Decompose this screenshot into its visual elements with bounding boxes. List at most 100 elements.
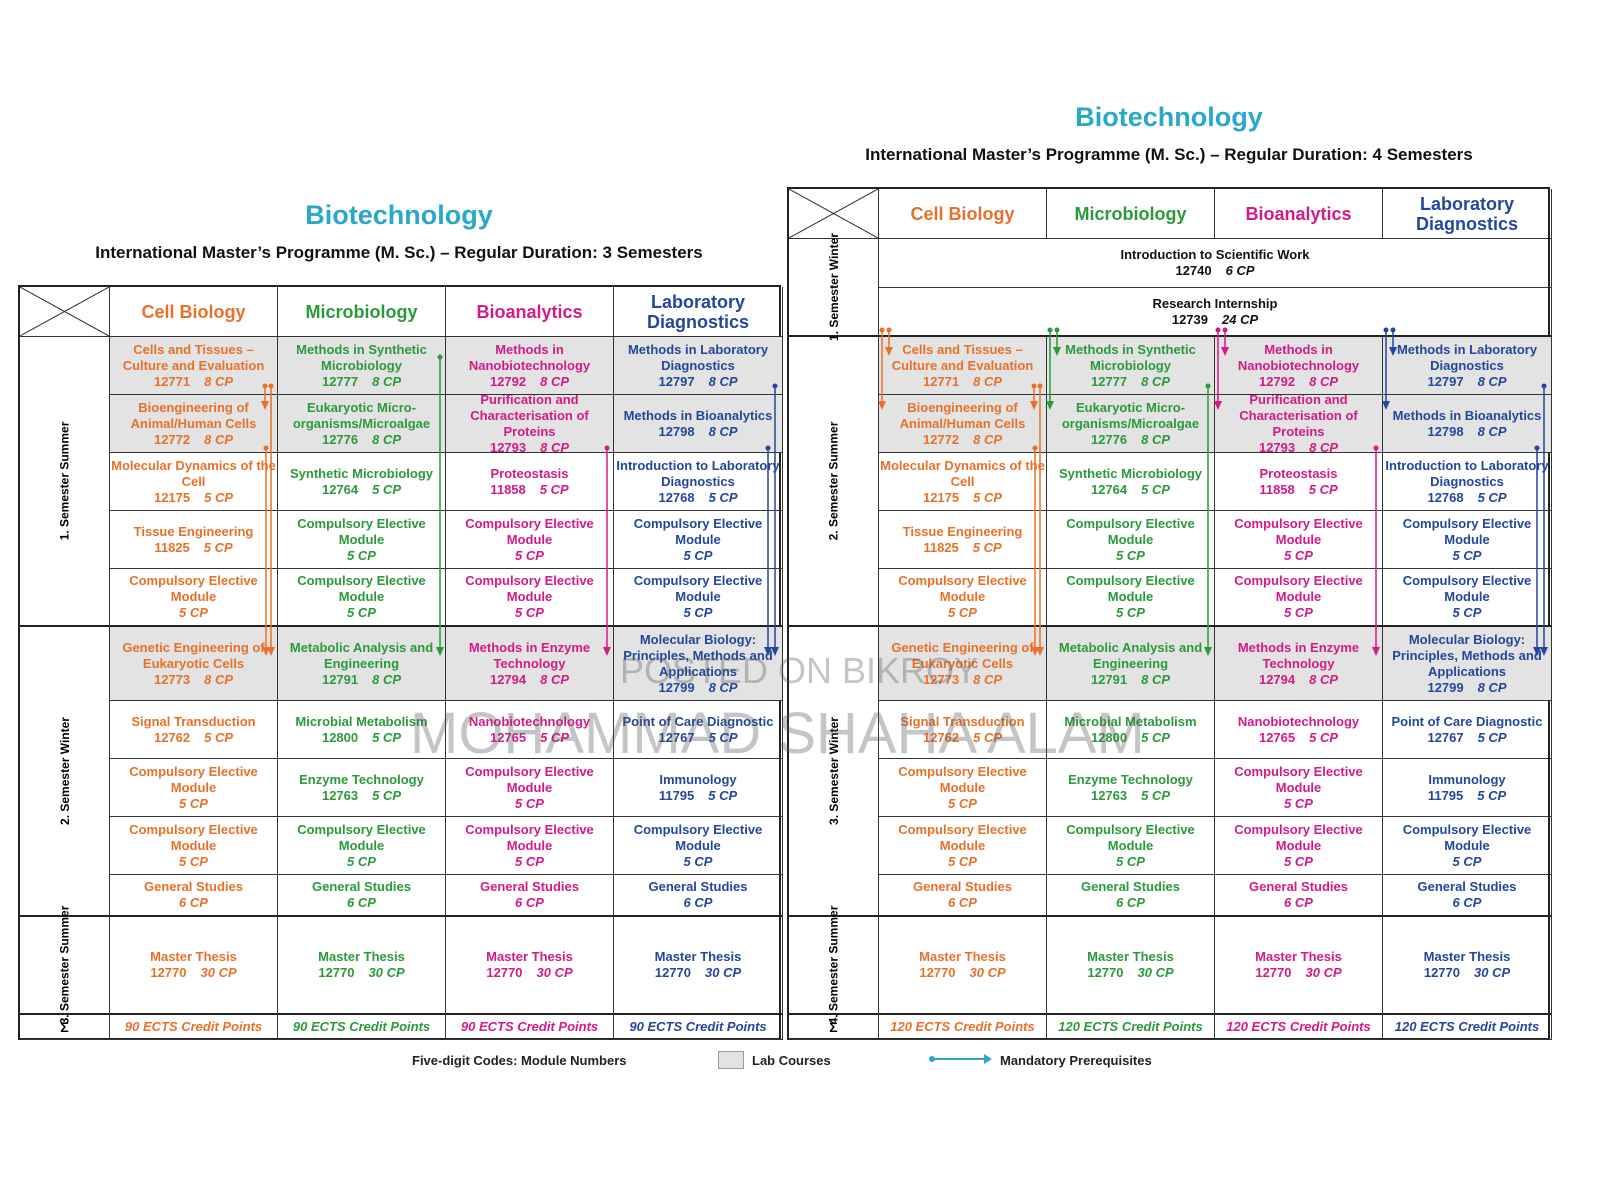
total-credits-microbiology: 90 ECTS Credit Points xyxy=(278,1015,446,1040)
module-cell-bioanalytics: Purification and Characterisation of Pro… xyxy=(446,395,614,453)
module-credits: 8 CP xyxy=(708,423,738,439)
module-code: 12773 xyxy=(153,671,191,687)
module-credits: 8 CP xyxy=(1309,671,1339,687)
module-code-line: 6 CP xyxy=(515,895,544,911)
module-name: Methods in Laboratory Diagnostics xyxy=(627,341,769,373)
module-name: Compulsory Elective Module xyxy=(1402,573,1532,604)
module-code-line: 6 CP xyxy=(347,895,376,911)
column-header-laboratory-diagnostics: Laboratory Diagnostics xyxy=(1383,189,1552,239)
module-code: 11825 xyxy=(923,539,959,555)
module-cell-microbiology: Methods in Synthetic Microbiology 12777 8 … xyxy=(278,337,446,395)
module-code-line: 11825 5 CP xyxy=(923,540,1001,556)
module-credits: 5 CP xyxy=(948,795,977,811)
module-code-line: 12763 5 CP xyxy=(322,788,401,804)
total-credits-bioanalytics: 120 ECTS Credit Points xyxy=(1215,1015,1383,1040)
module-name: Compulsory Elective Module xyxy=(129,573,258,604)
module-credits: 8 CP xyxy=(1477,423,1507,439)
module-credits: 5 CP xyxy=(179,853,208,869)
module-name: Methods in Bioanalytics xyxy=(623,407,773,423)
module-cell-cell-biology: Signal Transduction 12762 5 CP xyxy=(110,701,278,759)
module-code-line: 12794 8 CP xyxy=(490,672,569,688)
module-credits: 5 CP xyxy=(347,547,376,563)
module-name: Compulsory Elective Module xyxy=(1234,763,1363,795)
module-code-line: 11825 5 CP xyxy=(154,540,232,556)
module-code-line: 12771 8 CP xyxy=(923,374,1002,390)
module-name: Bioengineering of Animal/Human Cells xyxy=(899,399,1026,431)
module-credits: 8 CP xyxy=(1141,431,1171,447)
module-credits: 5 CP xyxy=(683,605,713,620)
module-code: 12175 xyxy=(922,489,960,505)
module-name: Genetic Engineering of Eukaryotic Cells xyxy=(891,639,1034,671)
module-cell-laboratory-diagnostics: Introduction to Laboratory Diagnostics 12… xyxy=(1383,453,1552,511)
module-code-line: 12740 6 CP xyxy=(1175,263,1254,279)
module-code-line: 12793 8 CP xyxy=(490,440,569,453)
lab-course-swatch xyxy=(718,1051,744,1069)
module-name: Proteostasis xyxy=(490,465,569,481)
module-credits: 5 CP xyxy=(1452,853,1482,869)
module-cell-cell-biology: Cells and Tissues – Culture and Evaluati… xyxy=(110,337,278,395)
module-name: Compulsory Elective Module xyxy=(297,515,426,547)
module-name: Molecular Dynamics of the Cell xyxy=(880,457,1045,489)
module-credits: 8 CP xyxy=(540,373,570,389)
module-credits: 8 CP xyxy=(204,373,234,389)
module-cell-cell-biology: Compulsory Elective Module 5 CP xyxy=(110,759,278,817)
module-code-line: 12770 30 CP xyxy=(318,965,404,981)
module-code-line: 12768 5 CP xyxy=(658,490,737,506)
module-code-line: 12765 5 CP xyxy=(490,730,569,746)
module-cell-bioanalytics: Methods in Enzyme Technology 12794 8 CP xyxy=(1215,627,1383,701)
module-cell-microbiology: Microbial Metabolism 12800 5 CP xyxy=(278,701,446,759)
column-header-microbiology: Microbiology xyxy=(278,287,446,337)
module-credits: 6 CP xyxy=(1225,263,1255,278)
module-name: Cells and Tissues – Culture and Evaluati… xyxy=(891,341,1034,373)
module-name: Tissue Engineering xyxy=(902,523,1023,539)
module-cell-laboratory-diagnostics: Compulsory Elective Module 5 CP xyxy=(614,569,783,627)
module-name: Compulsory Elective Module xyxy=(633,821,763,853)
module-code: 12800 xyxy=(321,729,359,745)
module-cell-bioanalytics: Master Thesis 12770 30 CP xyxy=(446,917,614,1015)
module-name: Methods in Nanobiotechnology xyxy=(1237,341,1360,373)
module-credits: 6 CP xyxy=(1452,895,1482,910)
semester-label-text: 4. Semester Summer xyxy=(826,905,841,1025)
module-cell-cell-biology: Compulsory Elective Module 5 CP xyxy=(110,569,278,627)
module-credits: 6 CP xyxy=(948,895,977,910)
module-code-line: 12762 5 CP xyxy=(923,730,1002,746)
module-credits: 5 CP xyxy=(515,605,544,620)
module-cell-microbiology: Microbial Metabolism 12800 5 CP xyxy=(1047,701,1215,759)
module-cell-microbiology: Compulsory Elective Module 5 CP xyxy=(1047,511,1215,569)
legend-codes: Five-digit Codes: Module Numbers xyxy=(412,1053,627,1068)
module-code-line: 12793 8 CP xyxy=(1259,440,1338,453)
module-name: Compulsory Elective Module xyxy=(465,573,594,604)
module-code: 11795 xyxy=(1427,787,1464,803)
semester-label: 1. Semester Summer xyxy=(20,337,110,627)
module-credits: 5 CP xyxy=(973,489,1003,505)
module-code-line: 12791 8 CP xyxy=(1091,672,1170,688)
module-code-line: 12798 8 CP xyxy=(658,424,737,440)
module-name: Compulsory Elective Module xyxy=(297,573,426,604)
module-code: 12777 xyxy=(321,373,359,389)
module-name: Nanobiotechnology xyxy=(468,713,591,729)
module-credits: 8 CP xyxy=(708,373,738,389)
module-credits: 8 CP xyxy=(973,671,1003,687)
module-credits: 5 CP xyxy=(515,547,544,563)
module-code-line: 12777 8 CP xyxy=(1091,374,1170,390)
module-credits: 5 CP xyxy=(1309,729,1339,745)
module-credits: 5 CP xyxy=(347,605,376,620)
module-code-line: 5 CP xyxy=(179,605,208,621)
semester-label: 3. Semester Summer xyxy=(20,906,110,1024)
module-cell-bioanalytics: Proteostasis 11858 5 CP xyxy=(446,453,614,511)
module-name: Compulsory Elective Module xyxy=(465,515,594,547)
module-credits: 8 CP xyxy=(1477,373,1507,389)
module-name: General Studies xyxy=(144,879,243,894)
module-name: Introduction to Laboratory Diagnostics xyxy=(616,457,780,489)
module-name: Methods in Bioanalytics xyxy=(1392,407,1542,423)
module-credits: 5 CP xyxy=(1284,795,1313,811)
module-credits: 5 CP xyxy=(347,853,376,869)
module-code-line: 6 CP xyxy=(1453,895,1482,911)
module-code-line: 12764 5 CP xyxy=(1091,482,1170,498)
module-cell-cell-biology: Bioengineering of Animal/Human Cells 1277… xyxy=(879,395,1047,453)
module-name: Metabolic Analysis and Engineering xyxy=(289,639,434,671)
module-cell-laboratory-diagnostics: Methods in Laboratory Diagnostics 12797 8 … xyxy=(614,337,783,395)
module-credits: 5 CP xyxy=(179,605,208,620)
module-code-line: 5 CP xyxy=(684,605,713,621)
module-name: Enzyme Technology xyxy=(299,771,424,787)
